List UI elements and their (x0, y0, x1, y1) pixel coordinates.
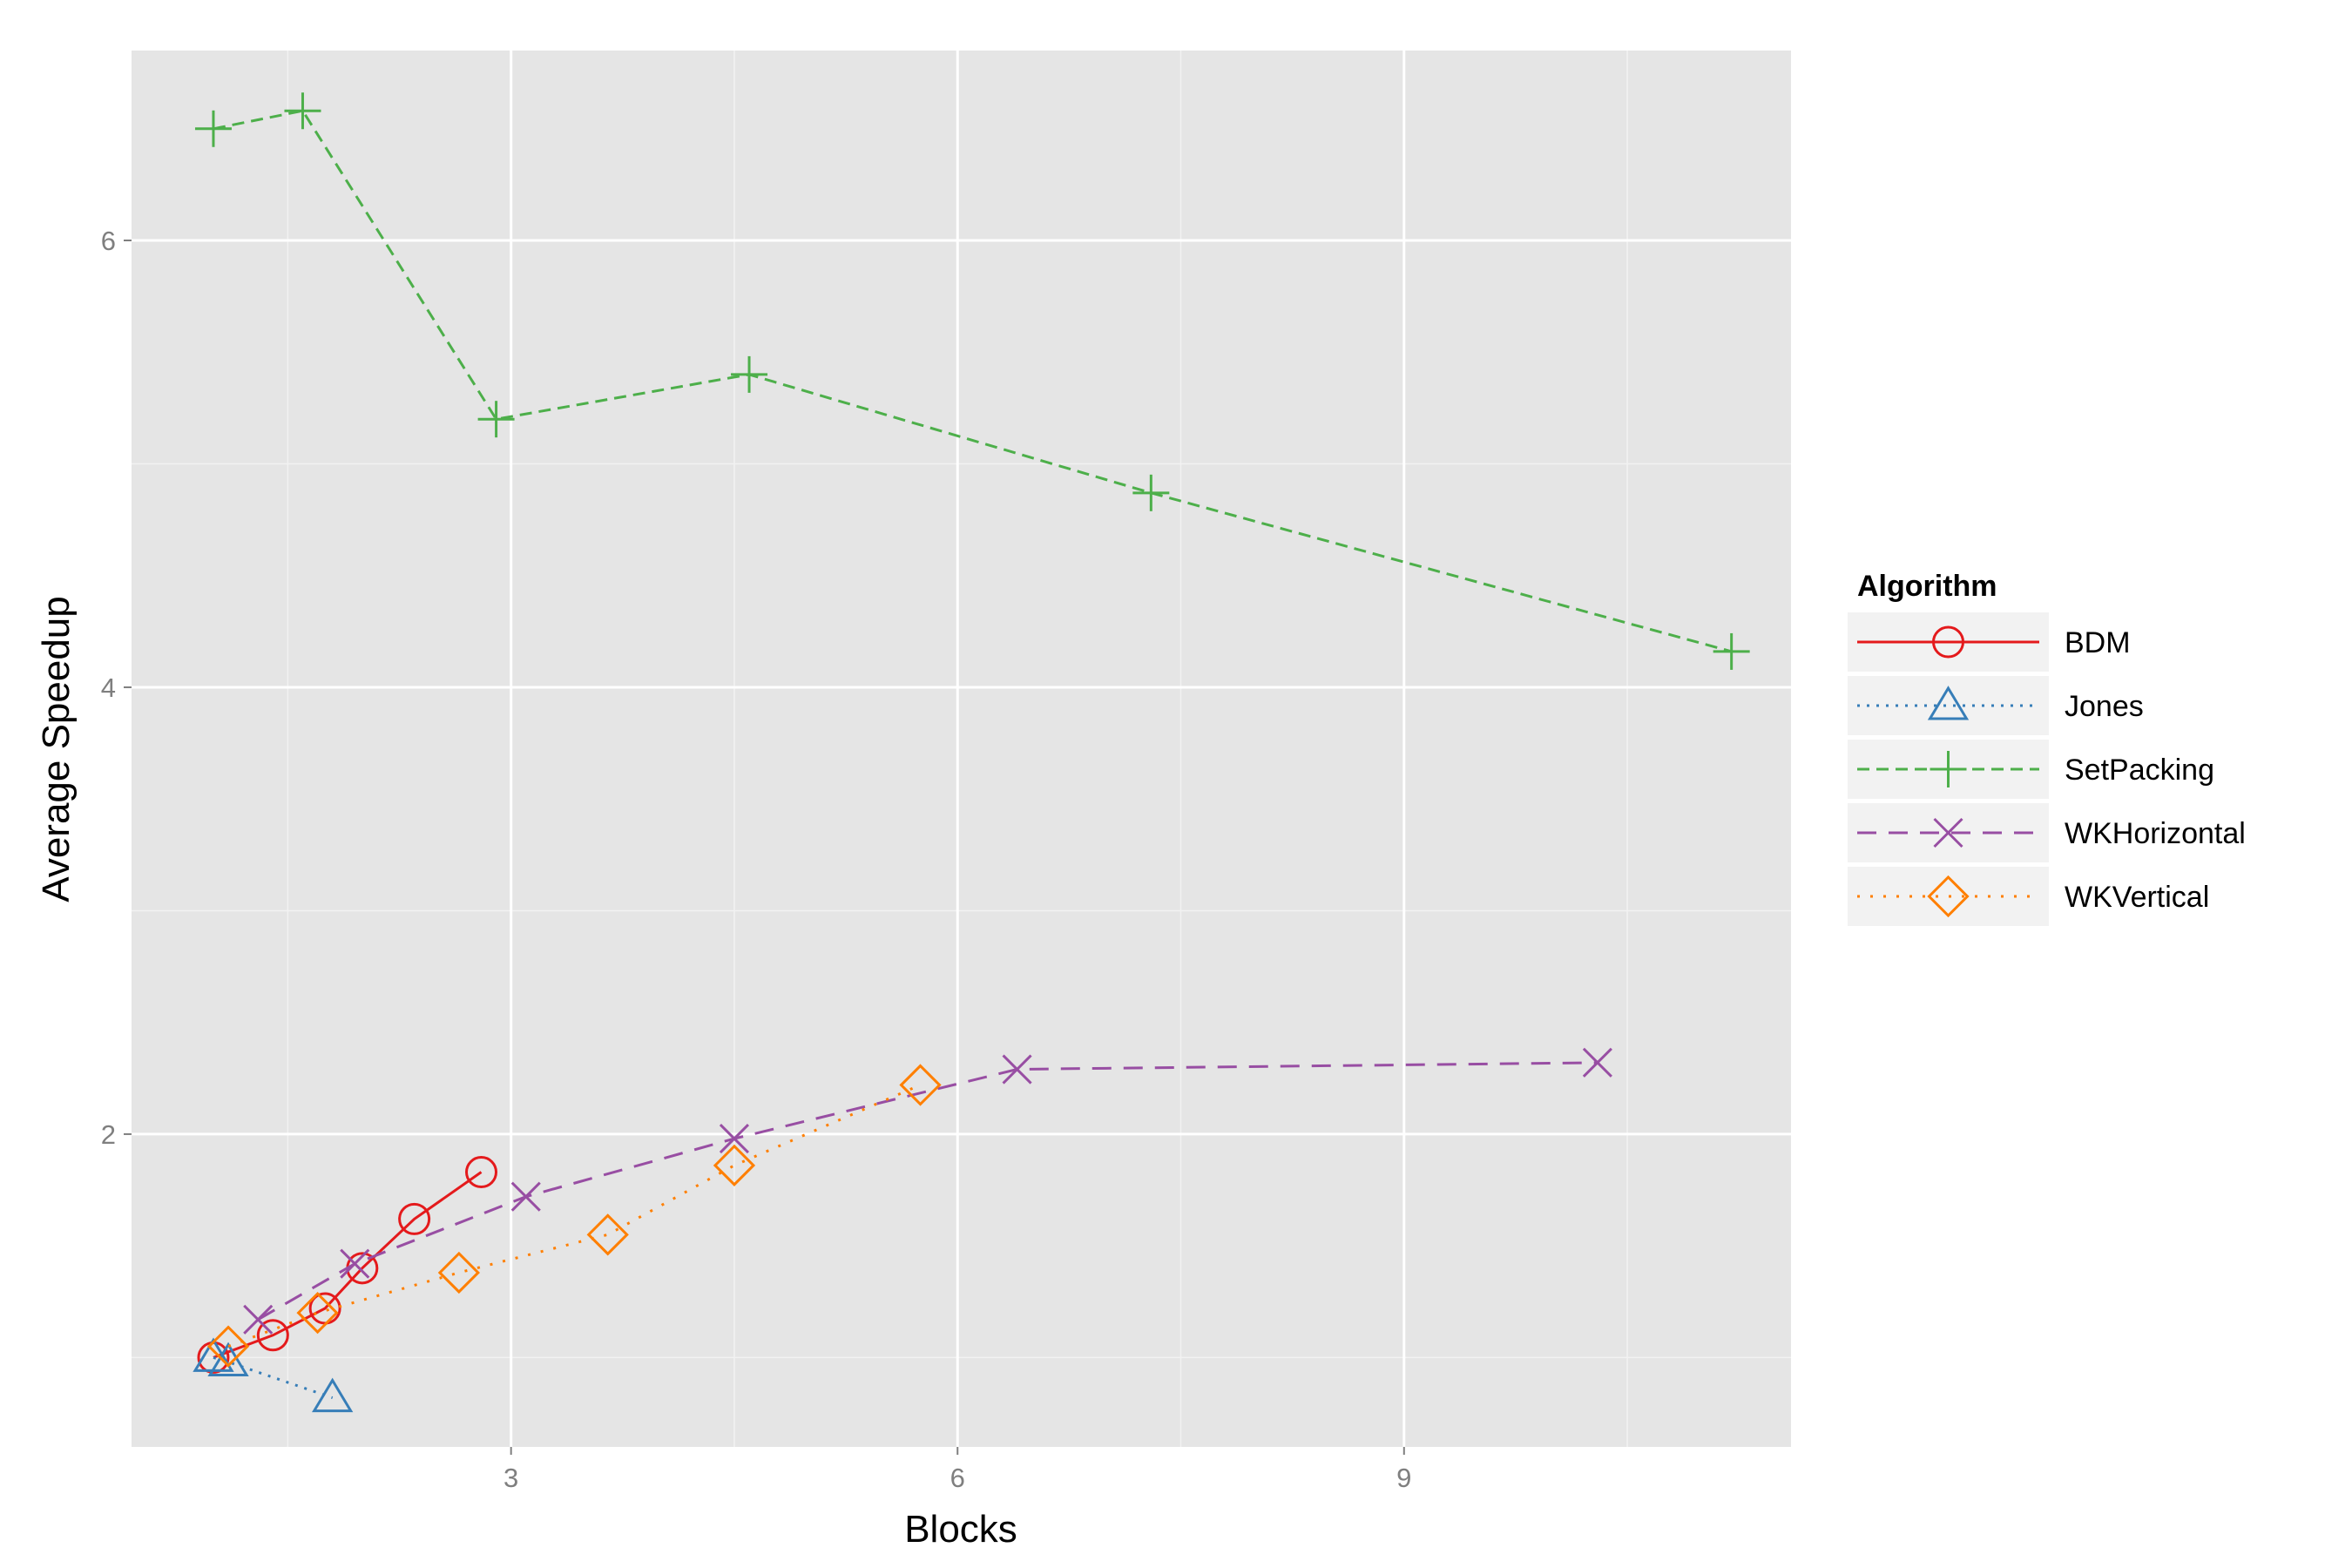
legend-marker-jones (1927, 686, 1970, 720)
data-point-setpacking (284, 92, 321, 130)
legend-item-jones: Jones (1846, 674, 2144, 737)
data-point-wkvertical (899, 1064, 942, 1106)
x-tick-label: 6 (950, 1463, 965, 1493)
legend-label-setpacking: SetPacking (2065, 754, 2214, 787)
y-tick-label: 4 (101, 672, 116, 703)
y-axis-ticks: 2 4 6 (101, 226, 132, 1150)
legend-items: BDM Jones SetPacking WKHorizontal WKVertical (1846, 611, 2246, 928)
data-point-wkvertical (437, 1251, 480, 1294)
y-tick-label: 6 (101, 226, 116, 256)
legend-item-setpacking: SetPacking (1846, 738, 2214, 801)
legend-marker-wkhorizontal (1933, 817, 1963, 848)
series-jones (193, 1337, 354, 1413)
data-point-wkvertical (296, 1291, 339, 1335)
data-point-bdm (398, 1202, 431, 1235)
legend-key-jones (1846, 674, 2051, 737)
legend-label-jones: Jones (2065, 690, 2144, 723)
legend-marker-wkvertical (1927, 875, 1970, 918)
x-tick-label: 3 (504, 1463, 518, 1493)
data-point-wkvertical (713, 1144, 756, 1186)
data-point-bdm (256, 1319, 289, 1352)
series-layer (193, 92, 1750, 1413)
legend-item-wkhorizontal: WKHorizontal (1846, 801, 2246, 864)
legend-label-wkhorizontal: WKHorizontal (2065, 817, 2246, 850)
legend-item-bdm: BDM (1846, 611, 2131, 673)
data-point-setpacking (731, 355, 768, 393)
data-point-jones (207, 1342, 249, 1377)
legend-label-bdm: BDM (2065, 626, 2131, 659)
y-axis-title: Average Speedup (35, 596, 78, 902)
plot-panel (132, 51, 1791, 1447)
legend-label-wkvertical: WKVertical (2065, 881, 2209, 914)
x-tick-label: 9 (1396, 1463, 1411, 1493)
data-point-setpacking (194, 110, 232, 147)
series-wkhorizontal (243, 1047, 1612, 1335)
series-line-setpacking (213, 109, 1733, 653)
data-point-wkvertical (586, 1213, 629, 1256)
y-tick-label: 2 (101, 1119, 116, 1150)
legend-marker-bdm (1932, 625, 1964, 659)
grid-minor (132, 51, 1791, 1447)
data-point-setpacking (477, 401, 515, 438)
x-axis-title: Blocks (904, 1508, 1017, 1551)
legend-item-wkvertical: WKVertical (1846, 865, 2209, 928)
data-point-jones (312, 1377, 354, 1413)
data-point-wkvertical (206, 1325, 250, 1368)
data-point-bdm (465, 1156, 498, 1189)
grid-major (132, 51, 1791, 1447)
legend-key-wkvertical (1846, 865, 2051, 928)
data-point-wkhorizontal (340, 1248, 370, 1279)
series-setpacking (194, 92, 1750, 670)
series-wkvertical (206, 1064, 942, 1368)
data-point-setpacking (1713, 632, 1750, 670)
data-point-wkhorizontal (719, 1123, 750, 1154)
data-point-wkhorizontal (510, 1181, 541, 1212)
data-point-wkhorizontal (243, 1304, 274, 1335)
legend-title: Algorithm (1857, 570, 1997, 603)
x-axis-ticks: 3 6 9 (504, 1447, 1411, 1493)
data-point-setpacking (1132, 474, 1170, 511)
data-point-wkhorizontal (1002, 1054, 1032, 1085)
legend: Algorithm BDM Jones SetPacking WKHorizontal… (1846, 570, 2246, 928)
data-point-wkhorizontal (1582, 1047, 1612, 1078)
legend-marker-setpacking (1930, 751, 1967, 787)
